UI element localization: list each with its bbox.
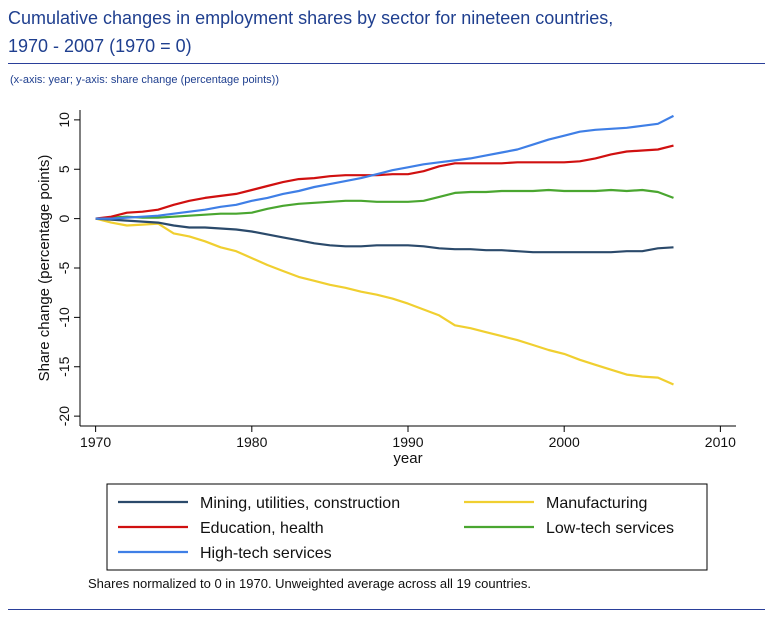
- x-tick-label: 2010: [705, 434, 736, 450]
- x-tick-label: 1990: [392, 434, 423, 450]
- legend-box: [106, 483, 708, 571]
- series-line-education: [95, 144, 674, 220]
- x-axis-label: year: [393, 450, 422, 467]
- legend-label-manufacturing: Manufacturing: [546, 495, 647, 512]
- chart-legend: Mining, utilities, construction Manufactu…: [106, 483, 708, 571]
- series-line-lowtech: [95, 188, 674, 220]
- chart-series-lines: [95, 114, 674, 386]
- x-tick-label: 1970: [80, 434, 111, 450]
- x-tick-label: 1980: [236, 434, 267, 450]
- footnote: Shares normalized to 0 in 1970. Unweight…: [88, 576, 531, 591]
- bottom-divider: [8, 609, 765, 610]
- y-tick-label: 5: [56, 165, 72, 173]
- y-tick-label: -5: [56, 262, 72, 275]
- legend-label-mining: Mining, utilities, construction: [200, 495, 400, 512]
- chart-title: Cumulative changes in employment shares …: [8, 4, 768, 60]
- y-tick-label: 0: [56, 215, 72, 223]
- chart-title-line1: Cumulative changes in employment shares …: [8, 8, 614, 28]
- series-line-mining: [95, 217, 674, 254]
- top-divider: [8, 63, 765, 64]
- y-tick-label: 10: [56, 112, 72, 128]
- legend-label-hightech: High-tech services: [200, 545, 332, 562]
- chart-axes: 10 5 0 -5 -10 -15 -20 1970 1980 1990 2000 2010 year S…: [36, 110, 736, 467]
- series-line-hightech: [95, 114, 674, 220]
- y-tick-label: -20: [56, 406, 72, 426]
- series-line-manufacturing: [95, 217, 674, 386]
- axis-description: (x-axis: year; y-axis: share change (per…: [10, 74, 280, 86]
- legend-label-education: Education, health: [200, 520, 324, 537]
- y-tick-label: -10: [56, 307, 72, 327]
- x-tick-label: 2000: [549, 434, 580, 450]
- chart-title-line2: 1970 - 2007 (1970 = 0): [8, 36, 192, 56]
- y-tick-label: -15: [56, 356, 72, 376]
- y-axis-label: Share change (percentage points): [36, 155, 53, 382]
- legend-label-lowtech: Low-tech services: [546, 520, 674, 537]
